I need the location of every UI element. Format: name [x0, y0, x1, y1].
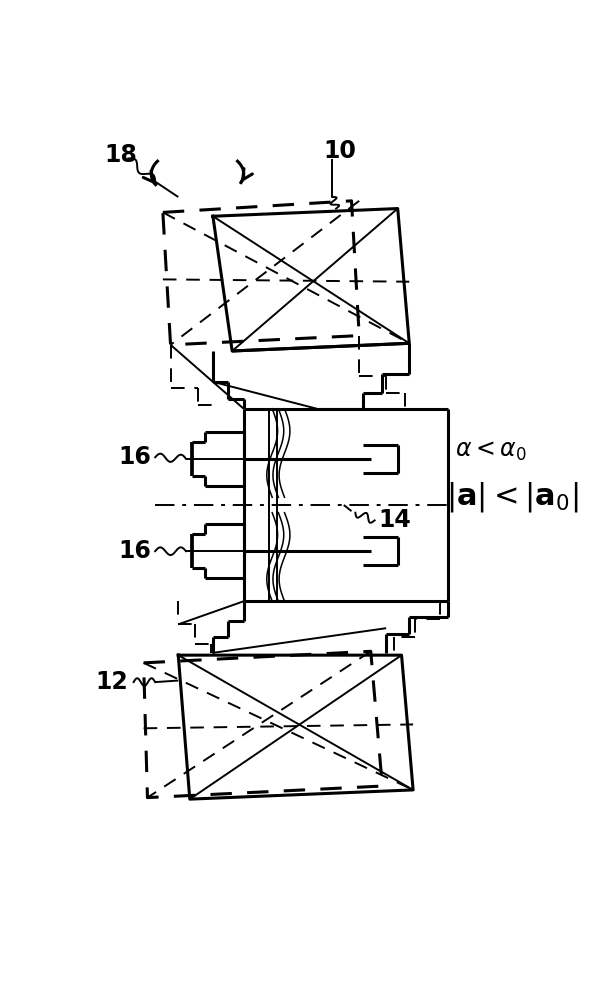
Text: $\alpha < \alpha_0$: $\alpha < \alpha_0$ — [455, 439, 527, 463]
Text: 18: 18 — [104, 143, 137, 167]
Text: 16: 16 — [118, 445, 151, 469]
Text: $|\mathbf{a}|<|\mathbf{a}_0|$: $|\mathbf{a}|<|\mathbf{a}_0|$ — [446, 480, 579, 514]
Text: 14: 14 — [378, 508, 411, 532]
Text: 10: 10 — [324, 139, 356, 163]
Text: 12: 12 — [96, 670, 128, 694]
Text: 16: 16 — [118, 539, 151, 563]
